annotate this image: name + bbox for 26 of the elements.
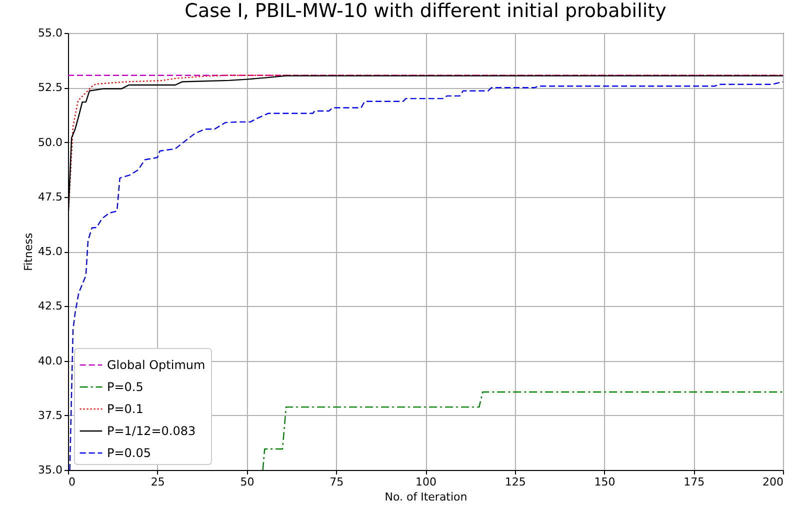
legend-label: P=0.05 (107, 446, 152, 460)
y-tick-label: 50.0 (38, 136, 62, 149)
legend-label: P=0.5 (107, 380, 144, 394)
x-tick-label: 100 (416, 476, 436, 488)
y-tick-label: 40.0 (38, 354, 62, 368)
y-tick-label: 47.5 (38, 190, 62, 204)
y-tick-label: 37.5 (38, 408, 62, 422)
y-tick-label: 42.5 (38, 300, 62, 313)
y-tick-label: 55.0 (38, 26, 62, 40)
legend-label: P=1/12=0.083 (107, 424, 196, 438)
x-tick-label: 25 (150, 476, 165, 488)
x-axis-title: No. of Iteration (384, 490, 468, 504)
x-tick-label: 175 (684, 476, 705, 488)
legend-label: Global Optimum (107, 358, 206, 372)
x-tick-label: 75 (330, 476, 344, 488)
x-tick-label: 200 (762, 476, 784, 488)
y-axis-title: Fitness (22, 232, 36, 272)
y-tick-label: 35.0 (38, 464, 62, 476)
x-tick-label: 150 (594, 476, 616, 488)
y-tick-label: 45.0 (38, 245, 62, 258)
y-tick-label: 52.5 (38, 81, 62, 94)
chart-title: Case I, PBIL-MW-10 with different initial probability (184, 0, 666, 22)
legend-label: P=0.1 (107, 402, 144, 416)
x-tick-label: 125 (504, 476, 526, 488)
x-tick-label: 50 (240, 476, 254, 488)
x-tick-label: 0 (68, 476, 76, 488)
